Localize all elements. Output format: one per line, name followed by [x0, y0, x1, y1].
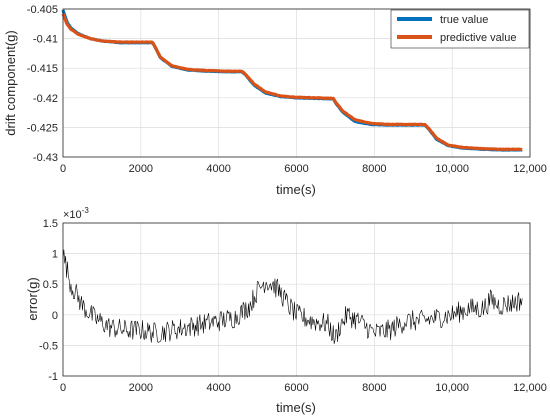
top-y-tick-label: -0.42 [33, 93, 58, 105]
top-x-tick-label: 2000 [129, 163, 153, 175]
top-x-tick-label: 12,000 [513, 163, 547, 175]
top-drift-plot: 0 2000 4000 6000 8000 10,000 12,000 -0.405-0.4… [3, 4, 547, 197]
bottom-x-tick-label: 12,000 [513, 382, 547, 394]
bottom-x-tick-label: 0 [60, 382, 66, 394]
bottom-x-tick-labels: 0 2000 4000 6000 8000 10,000 12,000 [60, 382, 547, 394]
legend-box [390, 9, 530, 49]
bottom-x-tick-label: 10,000 [435, 382, 469, 394]
legend-label-true-value: true value [440, 14, 488, 26]
bottom-y-tick-label: -0.5 [39, 340, 58, 352]
top-x-tick-label: 8000 [362, 163, 386, 175]
legend-label-predictive-value: predictive value [440, 32, 516, 44]
top-x-tick-label: 6000 [284, 163, 308, 175]
bottom-y-tick-label: 1 [52, 249, 58, 261]
top-x-tick-label: 10,000 [435, 163, 469, 175]
bottom-y-tick-label: 0 [52, 310, 58, 322]
top-series-lines [61, 9, 523, 152]
bottom-y-tick-label: 0.5 [43, 279, 58, 291]
bottom-error-plot: 0 2000 4000 6000 8000 10,000 12,000 1.5 1 0.5 0 -0… [25, 206, 547, 415]
top-series-predictive-value-line [61, 13, 523, 152]
bottom-y-tick-label: -1 [48, 371, 58, 383]
top-x-tick-label: 4000 [206, 163, 230, 175]
bottom-y-axis-label: error(g) [25, 277, 40, 320]
top-y-tick-label: -0.415 [27, 63, 58, 75]
bottom-x-axis-label: time(s) [276, 400, 316, 415]
top-x-tick-label: 0 [60, 163, 66, 175]
bottom-y-tick-labels: 1.5 1 0.5 0 -0.5 -1 [39, 218, 58, 383]
bottom-x-tick-label: 8000 [362, 382, 386, 394]
top-x-axis-label: time(s) [276, 182, 316, 197]
top-x-tick-labels: 0 2000 4000 6000 8000 10,000 12,000 [60, 163, 547, 175]
bottom-y-exponent-base: ×10 [63, 209, 82, 221]
legend: true value predictive value [390, 9, 530, 49]
bottom-y-exponent-power: -3 [82, 206, 90, 215]
bottom-x-tick-label: 4000 [206, 382, 230, 394]
top-y-axis-label: drift component(g) [3, 30, 18, 136]
bottom-y-exponent: ×10-3 [63, 206, 89, 221]
top-y-tick-labels: -0.405 -0.41 -0.415 -0.42 -0.425 -0.43 [27, 4, 58, 164]
bottom-error-line [62, 249, 523, 344]
top-y-tick-label: -0.425 [27, 122, 58, 134]
top-y-tick-label: -0.43 [33, 152, 58, 164]
bottom-series-error-line [62, 249, 523, 344]
bottom-y-tick-label: 1.5 [43, 218, 58, 230]
top-y-tick-label: -0.405 [27, 4, 58, 16]
bottom-x-tick-label: 6000 [284, 382, 308, 394]
bottom-x-tick-label: 2000 [129, 382, 153, 394]
top-y-tick-label: -0.41 [33, 34, 58, 46]
